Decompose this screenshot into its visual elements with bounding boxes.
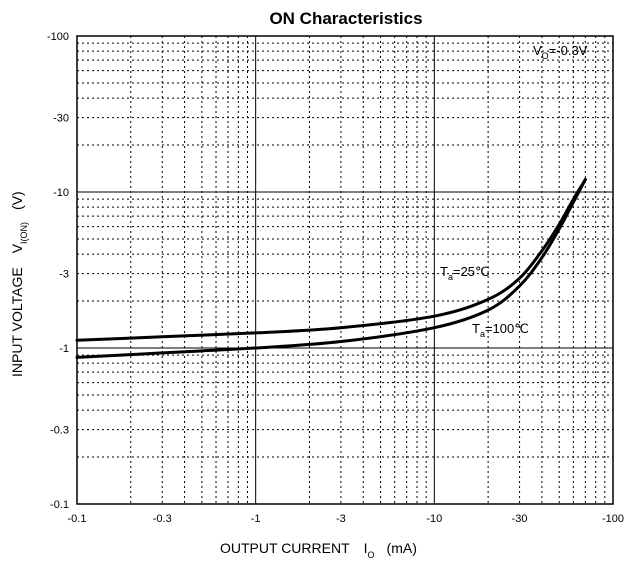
- x-tick-label: -3: [336, 513, 346, 525]
- plot-frame: [76, 35, 614, 505]
- y-tick-label: -30: [53, 113, 69, 125]
- condition-value: =-0.3V: [549, 43, 588, 58]
- x-axis-label-symbol: I: [364, 540, 368, 556]
- major-gridlines: [77, 36, 613, 504]
- chart-title: ON Characteristics: [269, 9, 422, 28]
- y-axis-label-unit: (V): [9, 191, 25, 210]
- y-axis-ticks: -100 -30 -10 -3 -1 -0.3 -0.1: [47, 31, 69, 511]
- x-axis-label-unit: (mA): [387, 540, 417, 556]
- series-label-100c-subscript: a: [480, 329, 485, 339]
- x-tick-label: -1: [251, 513, 261, 525]
- series-label-100c: Ta=100℃: [472, 321, 529, 339]
- y-axis-label-subscript: I(ON): [19, 222, 29, 244]
- series-label-100c-value: =100℃: [485, 321, 529, 336]
- series-line-25c: [75, 178, 587, 342]
- x-axis-label: OUTPUT CURRENT IO (mA): [220, 540, 417, 560]
- y-tick-label: -0.1: [50, 499, 69, 511]
- x-axis-ticks: -0.1 -0.3 -1 -3 -10 -30 -100: [68, 513, 625, 525]
- x-tick-label: -100: [602, 513, 624, 525]
- x-axis-label-main: OUTPUT CURRENT: [220, 540, 350, 556]
- condition-symbol: V: [533, 43, 542, 58]
- y-tick-label: -1: [59, 343, 69, 355]
- y-axis-label: INPUT VOLTAGE VI(ON) (V): [9, 191, 29, 377]
- series-label-25c-subscript: a: [448, 272, 453, 282]
- x-tick-label: -0.3: [153, 513, 172, 525]
- y-tick-label: -0.3: [50, 425, 69, 437]
- series-curves: [75, 178, 587, 359]
- condition-subscript: O: [542, 51, 549, 61]
- x-tick-label: -30: [512, 513, 528, 525]
- y-tick-label: -3: [59, 269, 69, 281]
- x-tick-label: -10: [426, 513, 442, 525]
- y-axis-label-main: INPUT VOLTAGE: [9, 267, 25, 377]
- y-tick-label: -10: [53, 187, 69, 199]
- series-label-25c-value: =25℃: [453, 264, 490, 279]
- series-line-100c: [75, 178, 587, 359]
- series-label-100c-symbol: T: [472, 321, 480, 336]
- y-tick-label: -100: [47, 31, 69, 43]
- x-tick-label: -0.1: [68, 513, 87, 525]
- condition-annotation: VO=-0.3V: [533, 43, 588, 61]
- x-axis-label-subscript: O: [368, 550, 375, 560]
- series-label-25c: Ta=25℃: [440, 264, 490, 282]
- series-label-25c-symbol: T: [440, 264, 448, 279]
- y-axis-label-symbol: V: [9, 243, 25, 253]
